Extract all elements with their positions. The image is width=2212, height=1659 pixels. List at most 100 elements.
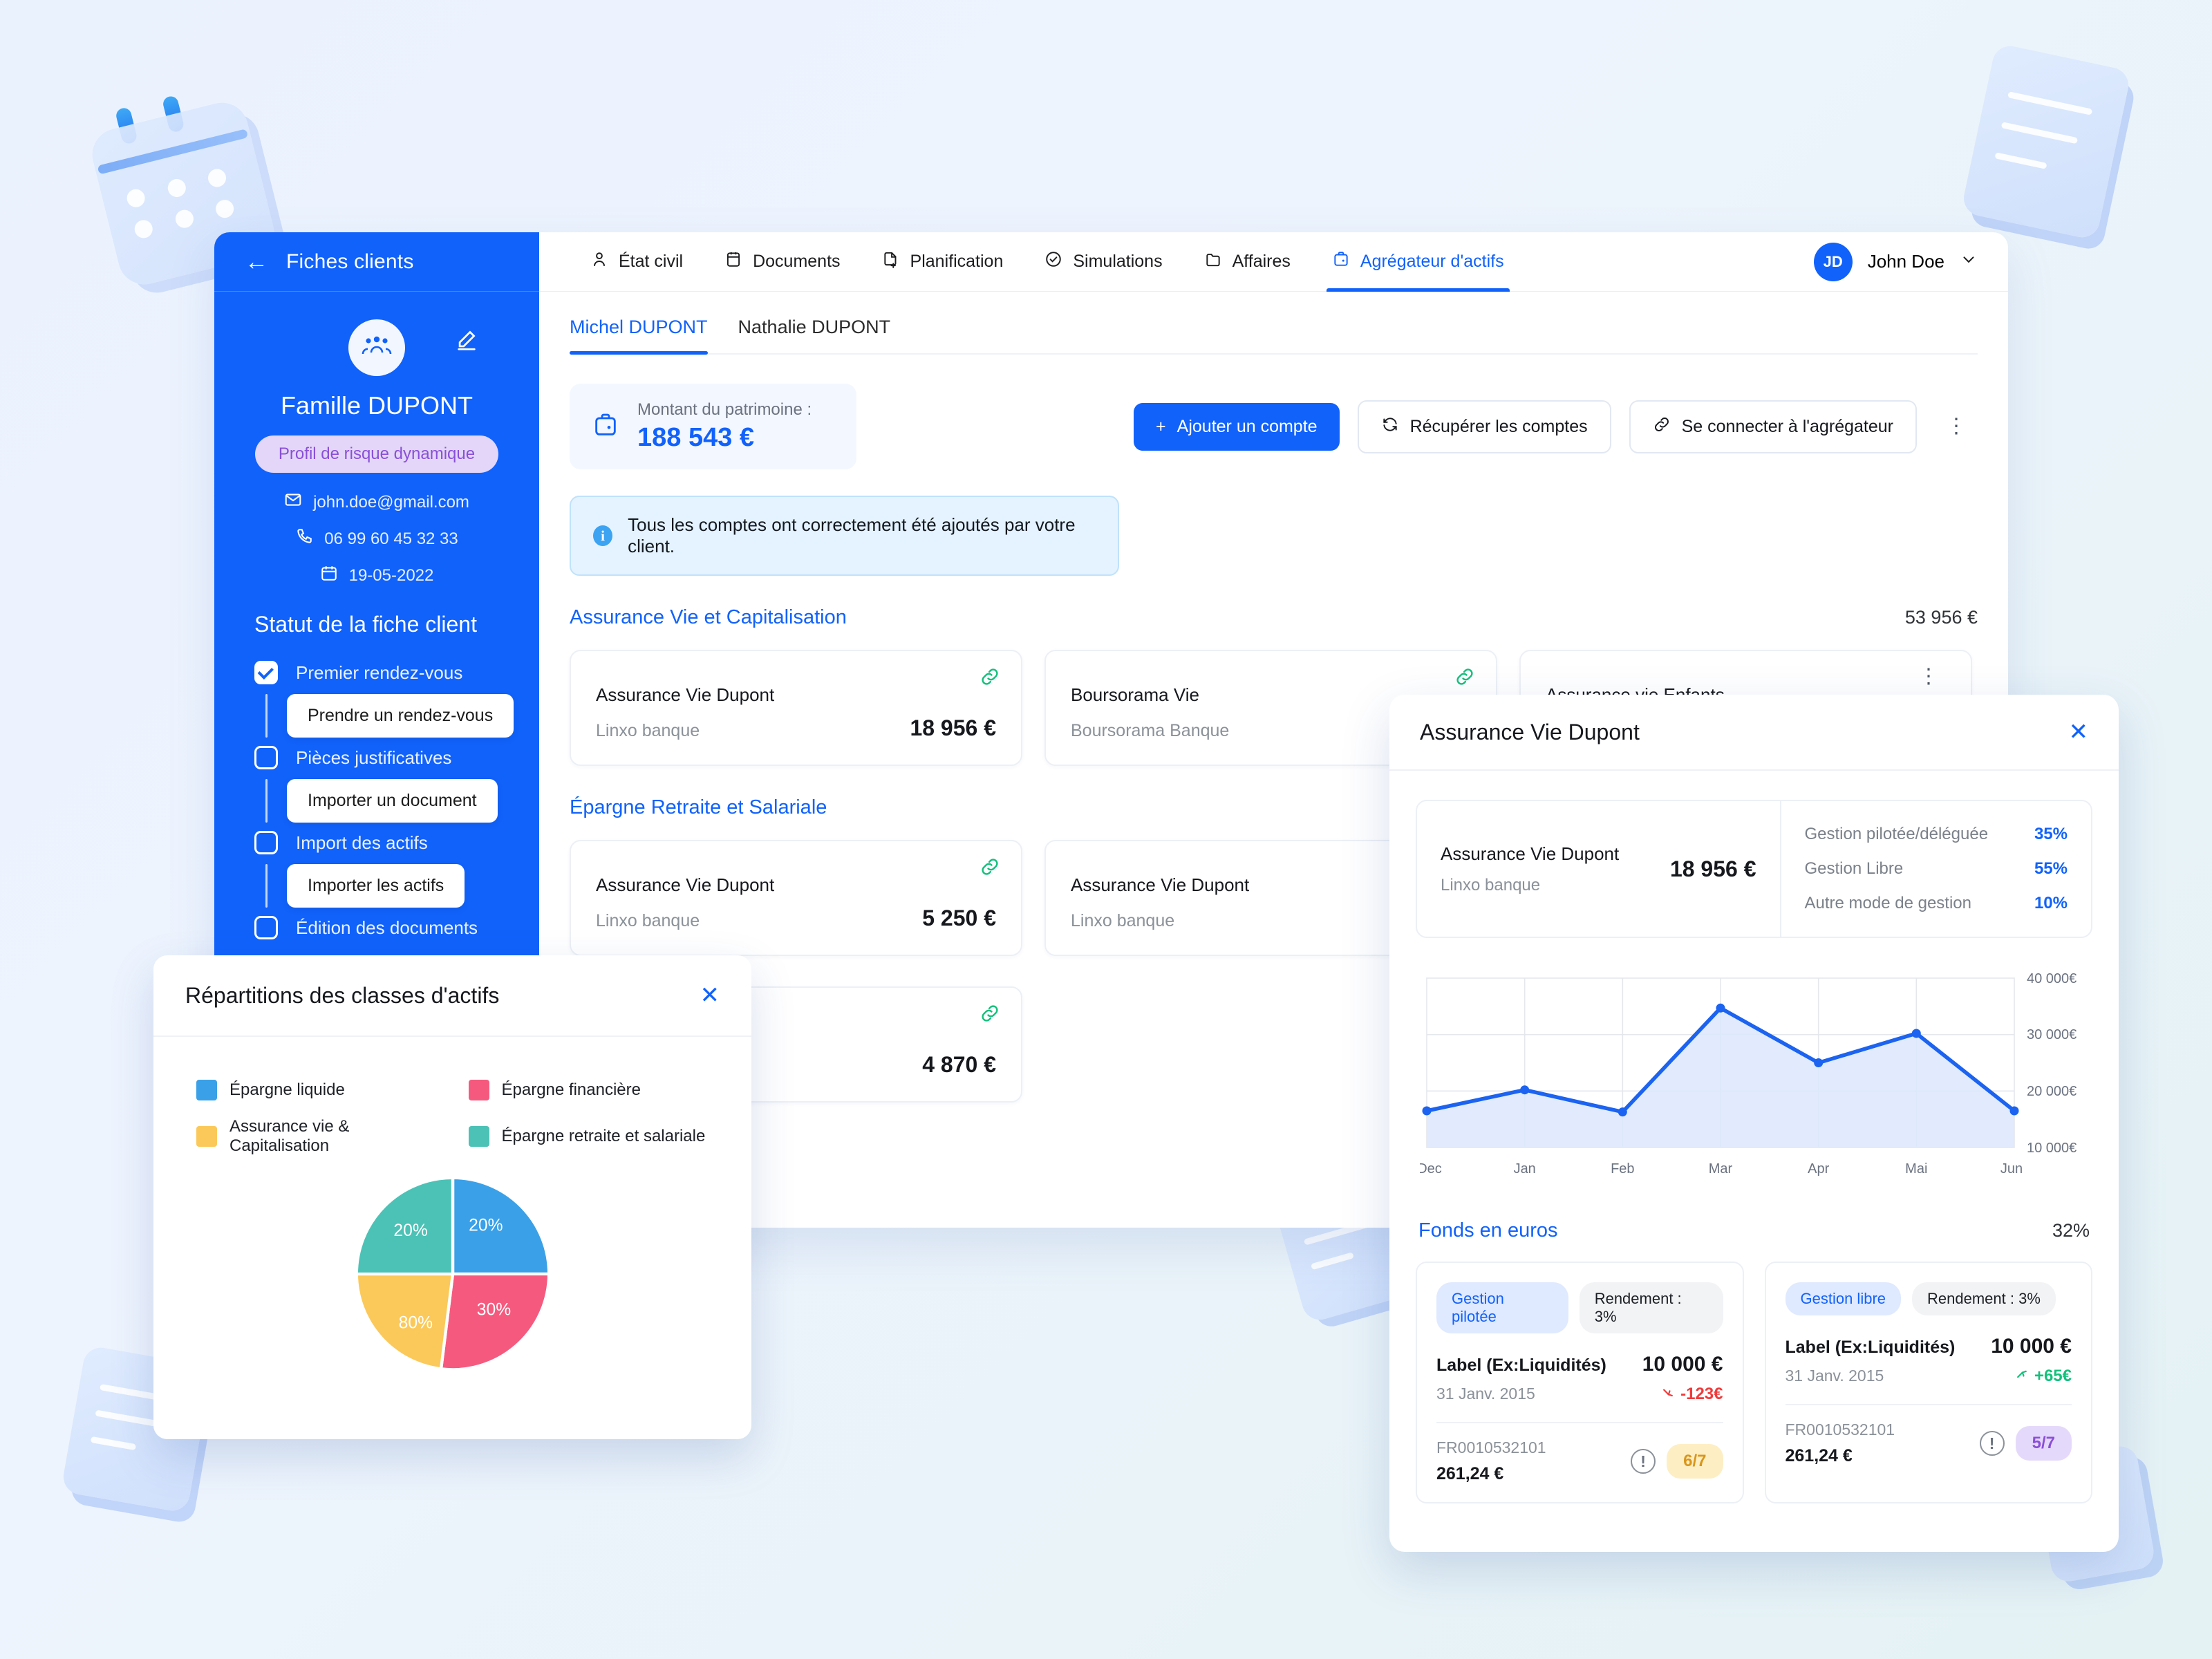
folder-icon: [1204, 250, 1222, 273]
mode-chip: Gestion pilotée: [1436, 1282, 1568, 1333]
legend-swatch: [196, 1080, 217, 1100]
tab-planification[interactable]: Planification: [861, 232, 1024, 291]
tab-label: Simulations: [1073, 252, 1163, 271]
person-tab-michel-dupont[interactable]: Michel DUPONT: [570, 317, 708, 355]
person-tabs: Michel DUPONT Nathalie DUPONT: [570, 317, 1978, 355]
user-menu[interactable]: JD John Doe: [1813, 232, 1978, 291]
account-amount: 5 250 €: [922, 906, 996, 930]
status-step: Premier rendez-vous Prendre un rendez-vo…: [254, 661, 539, 738]
fonds-card[interactable]: Gestion libre Rendement : 3% Label (Ex:L…: [1764, 1262, 2092, 1503]
link-sync-icon[interactable]: [980, 856, 1000, 881]
mail-icon: [284, 491, 302, 514]
legend-swatch: [468, 1126, 489, 1147]
x-tick-label: Jan: [1514, 1161, 1536, 1177]
step-checkbox-premier-rendez-vous[interactable]: [254, 661, 278, 684]
y-tick-label: 20 000€: [2027, 1084, 2077, 1099]
tab-agregateur-dactifs[interactable]: Agrégateur d'actifs: [1311, 232, 1525, 292]
sidebar-title: Fiches clients: [286, 250, 414, 273]
group-total: 53 956 €: [1904, 607, 1978, 628]
status-step: Édition des documents: [254, 916, 539, 939]
pie-label: 80%: [398, 1313, 432, 1332]
fonds-delta: -123€: [1661, 1385, 1723, 1404]
step-rail: [265, 779, 268, 823]
contact-phone[interactable]: 06 99 60 45 32 33: [214, 527, 539, 550]
risk-rating-badge: 5/7: [2015, 1426, 2072, 1461]
kebab-menu-icon[interactable]: ⋮: [1918, 665, 1939, 688]
asset-classes-modal: Répartitions des classes d'actifs ✕ Épar…: [153, 955, 751, 1439]
person-tab-nathalie-dupont[interactable]: Nathalie DUPONT: [738, 317, 891, 337]
step-checkbox-import-des-actifs[interactable]: [254, 831, 278, 854]
modal-title: Répartitions des classes d'actifs: [185, 982, 500, 1008]
fonds-title: Fonds en euros: [1418, 1219, 1558, 1241]
contact-email[interactable]: john.doe@gmail.com: [214, 491, 539, 514]
chevron-down-icon[interactable]: [1960, 250, 1978, 273]
add-account-button[interactable]: + Ajouter un compte: [1134, 402, 1340, 451]
warning-icon[interactable]: !: [1979, 1431, 2005, 1456]
legend-item: Épargne liquide: [196, 1080, 438, 1100]
account-card[interactable]: Assurance Vie Dupont Linxo banque 18 956…: [570, 650, 1022, 766]
family-name: Famille DUPONT: [280, 391, 473, 420]
importer-les-actifs-button[interactable]: Importer les actifs: [287, 864, 465, 908]
fonds-card[interactable]: Gestion pilotée Rendement : 3% Label (Ex…: [1416, 1262, 1744, 1503]
chart-points: [1422, 1003, 2019, 1117]
account-bank: Linxo banque: [596, 721, 700, 740]
tab-affaires[interactable]: Affaires: [1183, 232, 1311, 291]
step-checkbox-pieces-justificatives[interactable]: [254, 746, 278, 769]
person-icon: [590, 250, 608, 273]
group-title: Assurance Vie et Capitalisation: [570, 606, 847, 628]
chart-area-fill: [1427, 1008, 2014, 1147]
mode-chip: Gestion libre: [1785, 1282, 1902, 1315]
tab-etat-civil[interactable]: État civil: [570, 232, 704, 291]
pencil-icon[interactable]: [455, 328, 478, 355]
account-name: Assurance Vie Dupont: [596, 684, 775, 705]
fonds-value: 10 000 €: [1642, 1353, 1723, 1376]
step-label: Édition des documents: [296, 917, 478, 938]
top-navigation: État civil Documents Planification: [539, 232, 2008, 292]
fetch-accounts-button[interactable]: Récupérer les comptes: [1357, 400, 1611, 453]
tab-documents[interactable]: Documents: [704, 232, 861, 291]
y-tick-label: 30 000€: [2027, 1027, 2077, 1042]
account-bank: Linxo banque: [1071, 911, 1175, 930]
status-title: Statut de la fiche client: [254, 612, 477, 637]
x-tick-label: Jun: [2000, 1161, 2023, 1177]
link-sync-icon[interactable]: [1454, 666, 1475, 691]
account-name: Assurance Vie Dupont: [1071, 874, 1250, 895]
patrimoine-value: 188 543 €: [637, 423, 755, 452]
tab-simulations[interactable]: Simulations: [1024, 232, 1183, 291]
fonds-price: 261,24 €: [1785, 1446, 1853, 1465]
fetch-accounts-label: Récupérer les comptes: [1409, 416, 1588, 436]
close-icon[interactable]: ✕: [700, 982, 720, 1009]
arrow-left-icon[interactable]: ←: [245, 248, 268, 275]
wallet-icon: [592, 411, 619, 442]
legend-item: Assurance vie & Capitalisation: [196, 1117, 438, 1156]
contact-date[interactable]: 19-05-2022: [214, 564, 539, 587]
fonds-isin: FR0010532101: [1785, 1421, 1895, 1438]
file-plus-icon: [882, 250, 900, 273]
contact-phone-value: 06 99 60 45 32 33: [324, 529, 458, 548]
allocation-row: Autre mode de gestion 10%: [1805, 894, 2068, 913]
prendre-rendez-vous-button[interactable]: Prendre un rendez-vous: [287, 694, 514, 738]
connect-aggregator-button[interactable]: Se connecter à l'agrégateur: [1629, 400, 1917, 453]
fonds-isin: FR0010532101: [1436, 1438, 1546, 1456]
legend-label: Assurance vie & Capitalisation: [229, 1117, 350, 1155]
avatar: JD: [1813, 242, 1853, 281]
kebab-menu-icon[interactable]: ⋮: [1946, 415, 1967, 438]
account-detail-panel: Assurance Vie Dupont ✕ Assurance Vie Dup…: [1389, 695, 2119, 1552]
step-checkbox-edition-des-documents[interactable]: [254, 916, 278, 939]
tab-label: Planification: [910, 252, 1004, 271]
legend-swatch: [468, 1080, 489, 1100]
warning-icon[interactable]: !: [1631, 1449, 1656, 1474]
avatar-row: [214, 292, 539, 376]
info-icon: i: [593, 525, 613, 546]
fonds-delta-value: +65€: [2034, 1367, 2072, 1385]
patrimoine-summary: Montant du patrimoine : 188 543 €: [570, 384, 856, 469]
close-icon[interactable]: ✕: [2068, 719, 2089, 745]
link-sync-icon[interactable]: [980, 1003, 1000, 1027]
check-circle-icon: [1044, 250, 1062, 273]
importer-un-document-button[interactable]: Importer un document: [287, 779, 498, 823]
fonds-label: Label (Ex:Liquidités): [1436, 1356, 1606, 1375]
account-card[interactable]: Assurance Vie Dupont Linxo banque 5 250 …: [570, 840, 1022, 956]
link-sync-icon[interactable]: [980, 666, 1000, 691]
legend-item: Épargne retraite et salariale: [468, 1117, 711, 1156]
patrimoine-label: Montant du patrimoine :: [637, 400, 812, 419]
